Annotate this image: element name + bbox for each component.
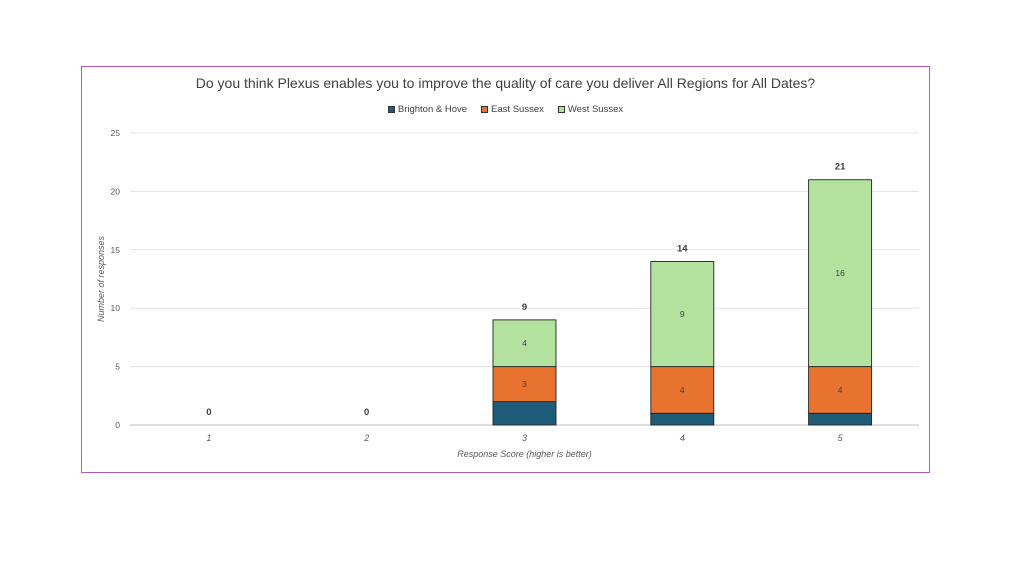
legend-label-brighton-hove: Brighton & Hove	[397, 104, 468, 115]
x-tick-label: 5	[838, 433, 844, 443]
bar-segment	[808, 412, 873, 426]
y-tick-label: 10	[111, 303, 121, 313]
data-label: 9	[680, 309, 685, 319]
total-label: 14	[677, 243, 688, 254]
data-label: 4	[680, 385, 685, 395]
y-axis-label: Number of responses	[96, 235, 106, 322]
data-label: 16	[835, 268, 845, 278]
bar-segment	[808, 179, 873, 368]
total-label: 0	[364, 407, 369, 418]
legend-swatch-east-sussex	[481, 106, 489, 113]
bar-segment	[492, 401, 557, 426]
y-tick-label: 5	[115, 362, 120, 372]
legend: Brighton & Hove East Sussex West Sussex	[82, 104, 929, 115]
bar-segment	[650, 261, 715, 368]
total-label: 9	[522, 302, 527, 313]
x-tick-label: 1	[206, 433, 211, 443]
y-tick-label: 25	[111, 128, 121, 138]
x-tick-label: 4	[680, 433, 685, 443]
data-label: 3	[522, 379, 527, 389]
bar-segment	[808, 366, 873, 414]
y-tick-label: 20	[111, 186, 121, 196]
chart-frame: Do you think Plexus enables you to impro…	[81, 66, 930, 473]
legend-item-west-sussex: West Sussex	[557, 104, 624, 115]
legend-label-west-sussex: West Sussex	[567, 104, 624, 115]
y-tick-label: 0	[115, 420, 120, 430]
total-label: 21	[835, 162, 846, 173]
bar-segment	[650, 412, 715, 426]
total-label: 0	[206, 407, 211, 418]
x-tick-label: 3	[522, 433, 527, 443]
legend-label-east-sussex: East Sussex	[491, 104, 544, 115]
y-tick-label: 15	[111, 245, 121, 255]
data-label: 4	[838, 385, 843, 395]
bar-segment	[492, 319, 557, 368]
legend-swatch-west-sussex	[557, 106, 565, 113]
chart-title: Do you think Plexus enables you to impro…	[195, 75, 816, 91]
legend-item-brighton-hove: Brighton & Hove	[387, 104, 468, 115]
x-axis-label: Response Score (higher is better)	[457, 449, 592, 459]
legend-item-east-sussex: East Sussex	[481, 104, 544, 115]
legend-swatch-brighton-hove	[387, 106, 395, 113]
data-label: 4	[522, 338, 527, 348]
x-tick-label: 2	[363, 433, 369, 443]
